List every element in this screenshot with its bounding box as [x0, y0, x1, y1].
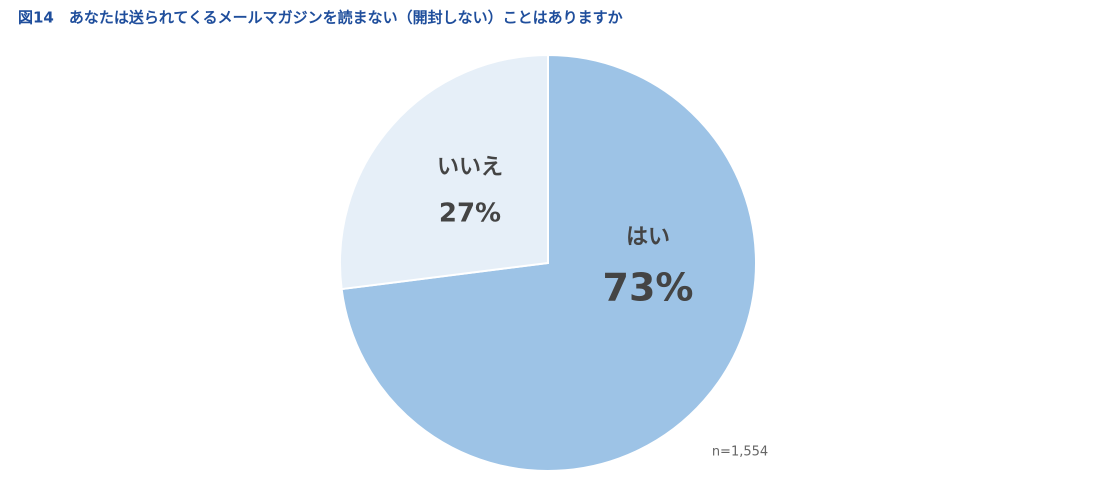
chart-title: 図14 あなたは送られてくるメールマガジンを読まない（開封しない）ことはあります… — [18, 9, 623, 27]
slice-label: いいえ — [437, 155, 503, 180]
slice-value: 73% — [603, 266, 694, 310]
slice-label: はい — [626, 225, 670, 250]
slice-value: 27% — [439, 199, 501, 229]
pie-slice — [339, 53, 549, 291]
sample-note: n=1,554 — [712, 445, 768, 460]
